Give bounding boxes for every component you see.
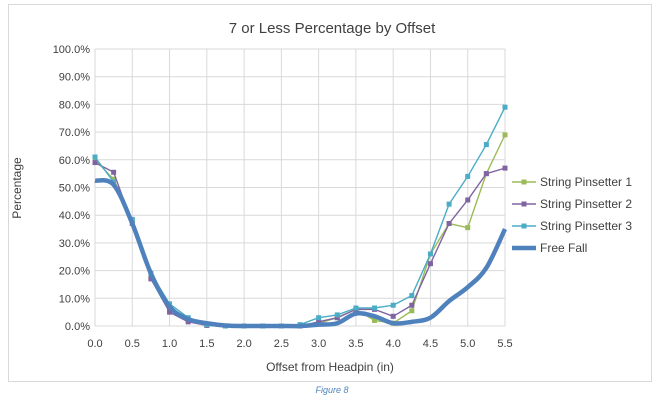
- x-axis-label: Offset from Headpin (in): [266, 360, 394, 374]
- legend-label: Free Fall: [540, 241, 587, 255]
- data-point-string-pinsetter-2: [409, 302, 415, 308]
- data-point-string-pinsetter-3: [465, 173, 471, 179]
- y-tick-label: 80.0%: [59, 99, 90, 111]
- data-point-string-pinsetter-2: [334, 315, 340, 321]
- series-line-string-pinsetter-1: [94, 134, 506, 327]
- data-point-string-pinsetter-3: [92, 154, 98, 160]
- y-tick-label: 100.0%: [53, 44, 91, 56]
- data-point-string-pinsetter-3: [353, 305, 359, 311]
- y-tick-label: 40.0%: [59, 210, 90, 222]
- data-point-string-pinsetter-3: [390, 302, 396, 308]
- x-tick-label: 4.0: [386, 338, 401, 350]
- y-tick-label: 0.0%: [65, 321, 90, 333]
- data-point-string-pinsetter-2: [111, 169, 117, 175]
- x-tick-label: 0.0: [87, 338, 102, 350]
- x-tick-label: 4.5: [423, 338, 438, 350]
- legend-label: String Pinsetter 3: [540, 219, 632, 233]
- data-point-string-pinsetter-3: [409, 293, 415, 299]
- x-tick-label: 1.5: [199, 338, 214, 350]
- data-point-string-pinsetter-3: [483, 142, 489, 148]
- y-tick-label: 50.0%: [59, 183, 90, 195]
- data-point-string-pinsetter-3: [316, 315, 322, 321]
- legend-marker-string-pinsetter-1: [521, 179, 527, 185]
- data-point-string-pinsetter-2: [148, 276, 154, 282]
- data-point-string-pinsetter-1: [502, 132, 508, 138]
- legend-label: String Pinsetter 2: [540, 197, 632, 211]
- data-point-string-pinsetter-2: [316, 319, 322, 325]
- chart-title: 7 or Less Percentage by Offset: [229, 20, 436, 37]
- legend-marker-string-pinsetter-3: [521, 223, 527, 229]
- data-point-string-pinsetter-1: [465, 225, 471, 231]
- x-tick-label: 1.0: [162, 338, 177, 350]
- data-point-string-pinsetter-2: [446, 221, 452, 227]
- x-tick-label: 2.0: [236, 338, 251, 350]
- x-tick-label: 5.0: [460, 338, 475, 350]
- x-tick-label: 3.5: [348, 338, 363, 350]
- legend-marker-string-pinsetter-2: [521, 201, 527, 207]
- data-point-string-pinsetter-1: [92, 157, 98, 163]
- y-tick-label: 10.0%: [59, 293, 90, 305]
- data-point-string-pinsetter-2: [185, 319, 191, 325]
- data-point-string-pinsetter-1: [111, 176, 117, 182]
- data-point-string-pinsetter-2: [427, 261, 433, 267]
- series-line-string-pinsetter-3: [94, 106, 506, 327]
- data-point-string-pinsetter-2: [390, 313, 396, 319]
- chart-frame: [8, 4, 652, 382]
- x-tick-label: 0.5: [125, 338, 140, 350]
- data-point-string-pinsetter-3: [334, 312, 340, 318]
- data-point-string-pinsetter-1: [409, 308, 415, 314]
- x-tick-label: 2.5: [274, 338, 289, 350]
- y-tick-label: 70.0%: [59, 127, 90, 139]
- data-point-string-pinsetter-3: [446, 201, 452, 207]
- y-tick-label: 20.0%: [59, 266, 90, 278]
- x-tick-label: 5.5: [497, 338, 512, 350]
- y-tick-label: 90.0%: [59, 72, 90, 84]
- legend-label: String Pinsetter 1: [540, 175, 632, 189]
- y-tick-label: 60.0%: [59, 155, 90, 167]
- data-point-string-pinsetter-3: [427, 251, 433, 257]
- data-point-string-pinsetter-2: [502, 165, 508, 171]
- series-line-free-fall: [94, 177, 508, 329]
- data-point-string-pinsetter-2: [167, 309, 173, 315]
- data-point-string-pinsetter-2: [483, 171, 489, 177]
- data-point-string-pinsetter-2: [465, 197, 471, 203]
- y-tick-label: 30.0%: [59, 238, 90, 250]
- x-tick-label: 3.0: [311, 338, 326, 350]
- y-axis-label: Percentage: [10, 157, 24, 219]
- data-point-string-pinsetter-3: [372, 305, 378, 311]
- figure-caption: Figure 8: [315, 385, 349, 395]
- data-point-string-pinsetter-1: [372, 317, 378, 323]
- data-point-string-pinsetter-2: [92, 160, 98, 166]
- data-point-string-pinsetter-3: [502, 104, 508, 110]
